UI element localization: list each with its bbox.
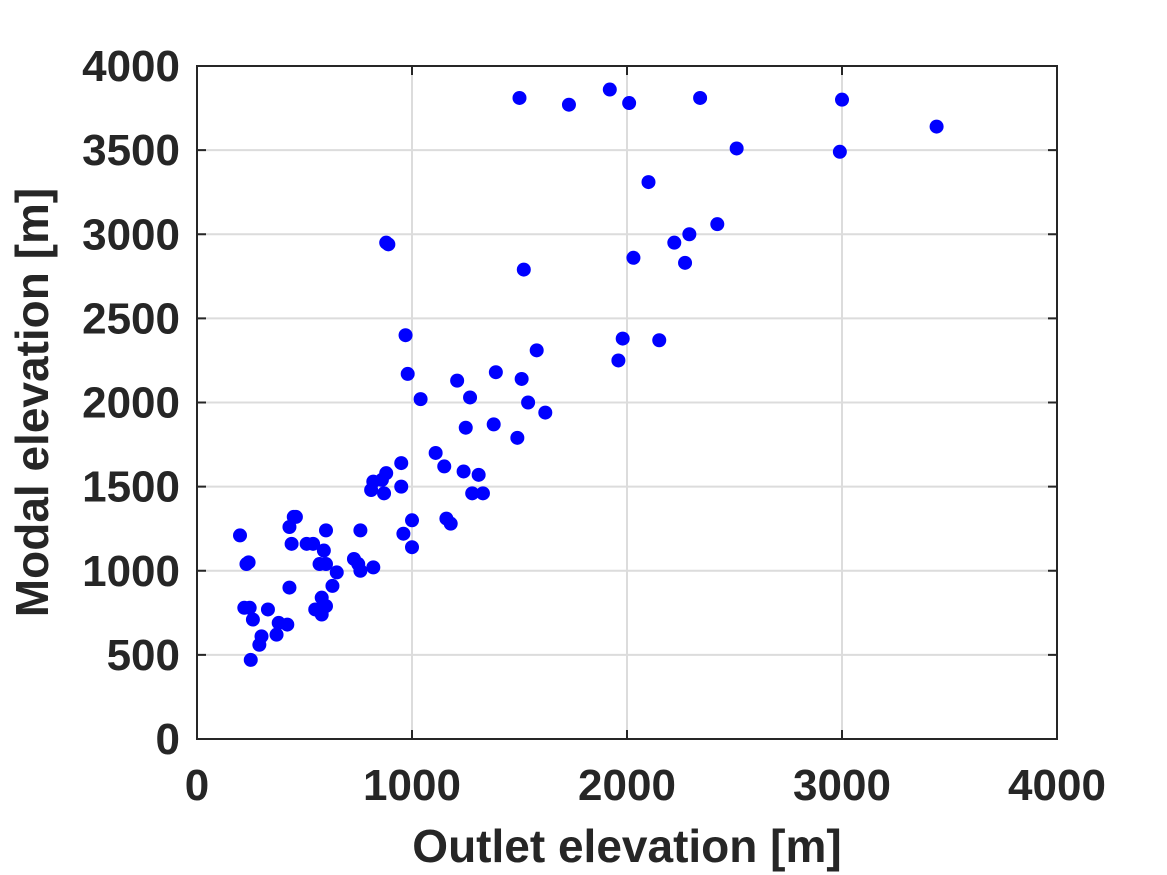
- data-point: [394, 456, 409, 471]
- data-point: [693, 90, 708, 105]
- data-point: [282, 580, 297, 595]
- data-point: [678, 255, 693, 270]
- data-point: [396, 526, 411, 541]
- grid: [196, 65, 1058, 740]
- x-axis-ticks: 0 1000 2000 3000 4000: [185, 66, 1106, 810]
- data-point: [443, 516, 458, 531]
- data-point: [245, 612, 260, 627]
- data-point: [512, 90, 527, 105]
- data-point: [284, 536, 299, 551]
- data-point: [280, 617, 295, 632]
- data-point: [316, 543, 331, 558]
- data-point: [379, 466, 394, 481]
- x-tick-label: 2000: [578, 761, 676, 810]
- data-point: [929, 119, 944, 134]
- data-point: [561, 97, 576, 112]
- y-tick-label: 1500: [82, 463, 180, 512]
- data-point: [602, 82, 617, 97]
- data-point: [641, 175, 656, 190]
- y-tick-label: 2000: [82, 379, 180, 428]
- data-point: [835, 92, 849, 107]
- data-point: [243, 652, 258, 667]
- data-point: [463, 390, 478, 405]
- data-point: [667, 235, 682, 250]
- data-point: [682, 227, 697, 242]
- x-tick-label: 3000: [793, 761, 891, 810]
- data-points: [233, 82, 944, 667]
- y-tick-label: 500: [107, 631, 180, 680]
- data-point: [353, 563, 368, 578]
- data-point: [450, 373, 465, 388]
- data-point: [521, 395, 536, 410]
- data-point: [329, 565, 344, 580]
- data-point: [437, 459, 452, 474]
- data-point: [615, 331, 630, 346]
- data-point: [319, 557, 333, 572]
- data-point: [652, 333, 667, 348]
- data-point: [456, 464, 471, 479]
- y-tick-label: 3500: [82, 126, 180, 175]
- data-point: [233, 528, 247, 543]
- data-point: [626, 250, 641, 265]
- data-point: [514, 371, 529, 386]
- data-point: [288, 509, 303, 524]
- x-axis-title: Outlet elevation [m]: [412, 820, 841, 872]
- data-point: [428, 445, 443, 460]
- data-point: [729, 141, 744, 156]
- data-point: [710, 217, 725, 232]
- y-tick-label: 1000: [82, 547, 180, 596]
- data-point: [319, 599, 333, 614]
- y-axis-title: Modal elevation [m]: [6, 188, 58, 617]
- data-point: [458, 420, 473, 435]
- data-point: [516, 262, 531, 277]
- x-tick-label: 4000: [1008, 761, 1106, 810]
- data-point: [832, 144, 847, 159]
- y-tick-label: 0: [156, 715, 180, 764]
- x-tick-label: 1000: [363, 761, 461, 810]
- data-point: [538, 405, 553, 420]
- data-point: [611, 353, 626, 368]
- data-point: [353, 523, 368, 538]
- data-point: [465, 486, 480, 501]
- data-point: [366, 560, 381, 575]
- data-point: [486, 417, 501, 432]
- data-point: [269, 627, 284, 642]
- data-point: [398, 328, 413, 343]
- data-point: [488, 365, 503, 380]
- data-point: [260, 602, 275, 617]
- x-tick-label: 0: [185, 761, 209, 810]
- y-tick-label: 3000: [82, 210, 180, 259]
- y-axis-ticks: 0 500 1000 1500 2000 2500 3000 3500 4000: [82, 42, 1057, 764]
- data-point: [319, 523, 333, 538]
- data-point: [306, 536, 321, 551]
- data-point: [475, 486, 490, 501]
- data-point: [510, 430, 525, 445]
- data-point: [377, 486, 392, 501]
- data-point: [254, 629, 269, 644]
- data-point: [242, 600, 257, 615]
- data-point: [622, 96, 637, 111]
- data-point: [325, 578, 340, 593]
- data-point: [405, 540, 419, 555]
- data-point: [529, 343, 544, 358]
- data-point: [241, 555, 256, 570]
- y-tick-label: 4000: [82, 42, 180, 91]
- data-point: [413, 392, 428, 407]
- data-point: [471, 467, 486, 482]
- data-point: [400, 366, 415, 381]
- y-tick-label: 2500: [82, 294, 180, 343]
- data-point: [394, 479, 409, 494]
- data-point: [405, 513, 419, 528]
- data-point: [381, 237, 396, 252]
